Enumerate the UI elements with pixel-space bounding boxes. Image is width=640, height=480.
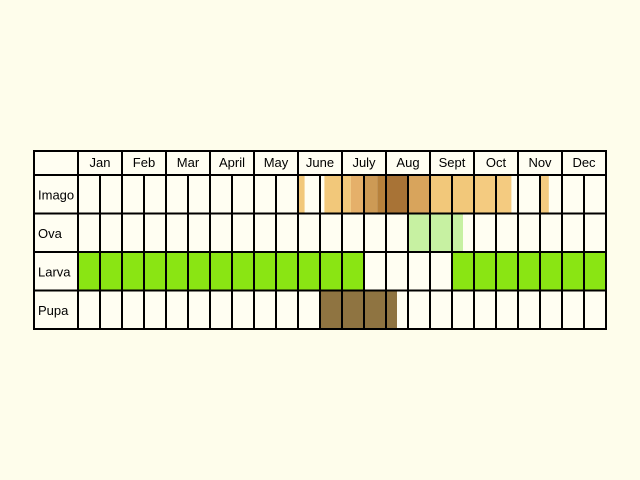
month-label-nov: Nov [528, 155, 552, 170]
segment-imago-12 [540, 175, 549, 214]
month-label-jan: Jan [90, 155, 111, 170]
grid-lines [33, 150, 607, 330]
segment-imago-1 [324, 175, 342, 214]
segment-imago-7 [408, 175, 430, 214]
row-label-imago: Imago [38, 187, 74, 202]
segment-larva-0 [78, 252, 364, 291]
segment-imago-3 [350, 175, 364, 214]
month-label-april: April [219, 155, 245, 170]
month-label-oct: Oct [486, 155, 507, 170]
segment-ova-0 [408, 213, 463, 252]
month-label-mar: Mar [177, 155, 200, 170]
segment-imago-8 [430, 175, 452, 214]
segment-imago-10 [474, 175, 496, 214]
segment-imago-9 [452, 175, 474, 214]
segment-imago-11 [496, 175, 512, 214]
segment-larva-1 [452, 252, 606, 291]
segment-imago-0 [298, 175, 305, 214]
month-label-july: July [352, 155, 376, 170]
labels: Jan Feb Mar April May June July Aug Sept Oct Nov De… [38, 155, 596, 318]
month-label-aug: Aug [396, 155, 419, 170]
segment-pupa-0 [320, 290, 397, 329]
month-label-may: May [264, 155, 289, 170]
month-label-dec: Dec [572, 155, 596, 170]
segment-imago-5 [377, 175, 386, 214]
segment-imago-2 [342, 175, 351, 214]
month-label-june: June [306, 155, 334, 170]
row-label-larva: Larva [38, 264, 71, 279]
row-label-pupa: Pupa [38, 303, 69, 318]
segment-imago-4 [364, 175, 378, 214]
month-label-sept: Sept [439, 155, 466, 170]
row-label-ova: Ova [38, 226, 63, 241]
month-label-feb: Feb [133, 155, 155, 170]
segment-imago-6 [386, 175, 408, 214]
